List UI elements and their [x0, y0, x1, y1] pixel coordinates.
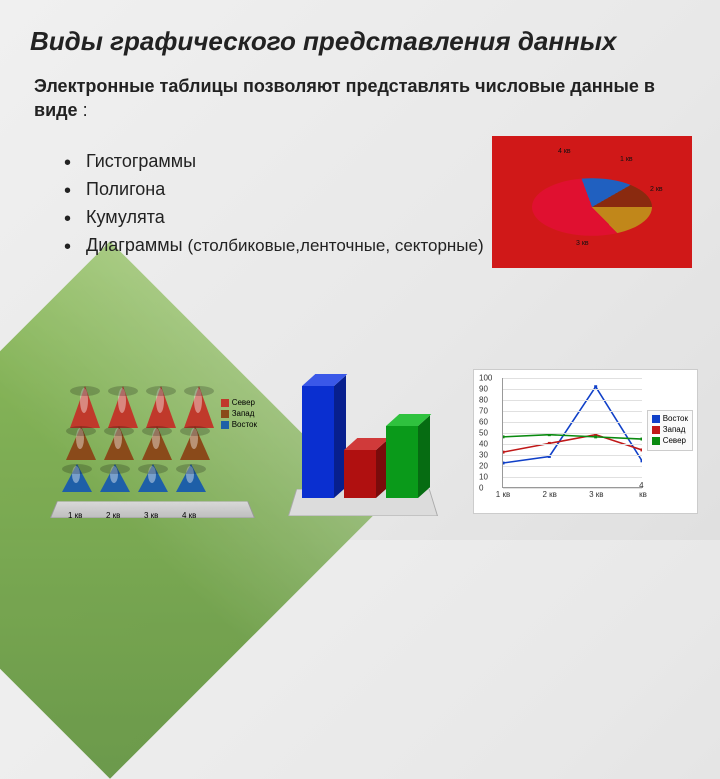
line-xtick: 1 кв [496, 490, 510, 499]
bullet-label: Полигона [86, 179, 165, 199]
line-ytick: 20 [479, 462, 488, 471]
cones-xtick: 4 кв [182, 511, 196, 520]
line-ytick: 30 [479, 451, 488, 460]
cones-legend: Север Запад Восток [221, 398, 257, 431]
pie-body [522, 174, 661, 241]
pie-slice-label: 4 кв [558, 148, 571, 155]
legend-item: Запад [652, 425, 688, 434]
cones-chart: Север Запад Восток 1 кв 2 кв 3 кв 4 кв [50, 368, 255, 518]
line-plot-area: 01020304050607080901001 кв2 кв3 кв4 кв [502, 378, 642, 488]
pie-slice-label: 3 кв [576, 240, 589, 247]
line-ytick: 0 [479, 484, 483, 493]
bars-chart [288, 366, 443, 516]
page-title: Виды графического представления данных [30, 26, 690, 57]
legend-item: Восток [221, 420, 257, 429]
intro-tail: : [78, 100, 88, 120]
intro-bold: Электронные таблицы позволяют представля… [34, 76, 655, 120]
bullet-item: Кумулята [64, 204, 484, 232]
cones-xtick: 2 кв [106, 511, 120, 520]
cones-xtick: 3 кв [144, 511, 158, 520]
legend-item: Запад [221, 409, 257, 418]
legend-item: Север [221, 398, 257, 407]
line-xtick: 2 кв [542, 490, 556, 499]
line-ytick: 100 [479, 374, 492, 383]
bullet-label: Диаграммы [86, 235, 188, 255]
pie-chart: 4 кв 1 кв 2 кв 3 кв [492, 136, 692, 268]
line-xtick: 3 кв [589, 490, 603, 499]
line-ytick: 10 [479, 473, 488, 482]
line-ytick: 80 [479, 396, 488, 405]
intro-text: Электронные таблицы позволяют представля… [34, 74, 690, 123]
line-ytick: 40 [479, 440, 488, 449]
bullet-label: Кумулята [86, 207, 165, 227]
bullet-label: Гистограммы [86, 151, 196, 171]
cones-xtick: 1 кв [68, 511, 82, 520]
bullet-item: Диаграммы (столбиковые,ленточные, сектор… [64, 232, 484, 260]
bullet-sub: (столбиковые,ленточные, секторные) [188, 236, 484, 255]
line-ytick: 60 [479, 418, 488, 427]
line-xtick: 4 кв [639, 481, 647, 499]
bullet-item: Полигона [64, 176, 484, 204]
pie-slice-label: 2 кв [650, 186, 663, 193]
line-ytick: 50 [479, 429, 488, 438]
bullet-item: Гистограммы [64, 148, 484, 176]
line-ytick: 90 [479, 385, 488, 394]
legend-item: Север [652, 436, 688, 445]
line-ytick: 70 [479, 407, 488, 416]
line-legend: Восток Запад Север [647, 410, 693, 451]
pie-slice-label: 1 кв [620, 156, 633, 163]
legend-item: Восток [652, 414, 688, 423]
line-chart: 01020304050607080901001 кв2 кв3 кв4 кв В… [473, 369, 698, 514]
bullet-list: Гистограммы Полигона Кумулята Диаграммы … [64, 148, 484, 260]
